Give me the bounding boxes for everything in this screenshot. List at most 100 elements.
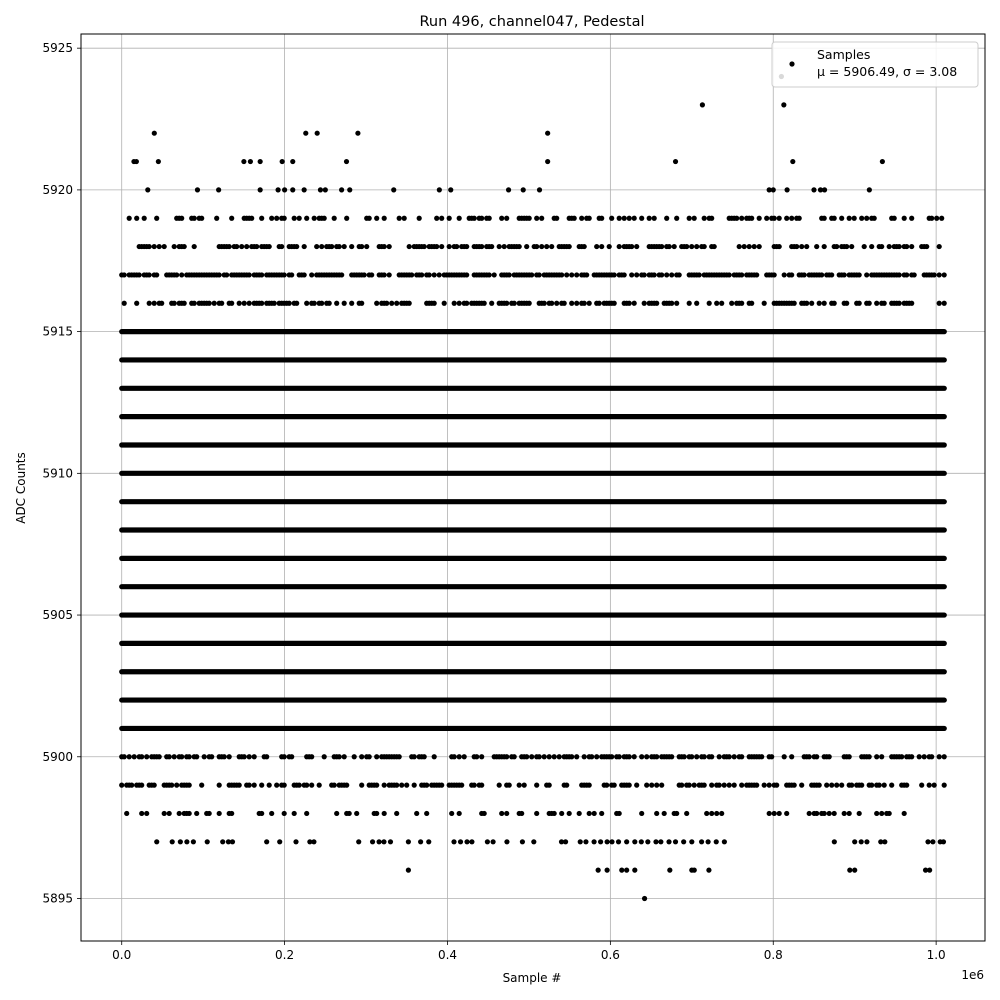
scatter-point xyxy=(416,215,422,221)
scatter-point xyxy=(289,754,295,760)
scatter-point xyxy=(376,839,382,845)
scatter-point xyxy=(904,782,910,788)
scatter-point xyxy=(334,810,340,817)
scatter-point xyxy=(821,215,827,221)
scatter-point xyxy=(686,782,692,788)
scatter-point xyxy=(309,754,315,760)
scatter-point xyxy=(864,272,870,278)
scatter-point xyxy=(349,243,355,250)
scatter-point xyxy=(927,867,933,873)
scatter-point xyxy=(336,243,342,250)
scatter-point xyxy=(616,243,622,250)
scatter-point xyxy=(664,272,670,278)
scatter-point xyxy=(766,782,772,788)
scatter-point xyxy=(426,272,432,278)
scatter-point xyxy=(776,215,782,221)
scatter-point xyxy=(209,754,215,760)
scatter-point xyxy=(394,810,400,817)
scatter-point xyxy=(771,810,777,817)
scatter-point xyxy=(791,782,797,788)
scatter-point xyxy=(784,810,790,817)
scatter-point xyxy=(658,839,664,845)
scatter-point xyxy=(291,215,297,221)
scatter-point xyxy=(781,754,787,760)
scatter-point xyxy=(504,810,510,817)
scatter-point xyxy=(814,810,820,817)
scatter-point xyxy=(309,272,315,278)
scatter-point xyxy=(229,810,235,817)
scatter-point xyxy=(594,243,600,250)
scatter-point xyxy=(216,810,222,817)
scatter-point xyxy=(133,158,139,165)
scatter-point xyxy=(705,839,711,845)
scatter-point xyxy=(251,754,257,760)
x-axis-offset-label: 1e6 xyxy=(961,968,984,982)
scatter-point xyxy=(639,215,645,221)
scatter-point xyxy=(474,754,480,760)
scatter-point xyxy=(314,243,320,250)
scatter-point xyxy=(731,754,737,760)
scatter-point xyxy=(539,243,545,250)
scatter-point xyxy=(274,215,280,221)
scatter-point xyxy=(689,839,695,845)
scatter-point xyxy=(549,243,555,250)
scatter-point xyxy=(224,272,230,278)
scatter-point xyxy=(524,243,530,250)
x-tick-label: 1.0 xyxy=(927,948,946,962)
scatter-point xyxy=(574,754,580,760)
scatter-point xyxy=(866,300,872,306)
scatter-point xyxy=(401,215,407,221)
scatter-point xyxy=(586,782,592,788)
scatter-point xyxy=(211,300,217,306)
scatter-point xyxy=(609,215,615,221)
scatter-point xyxy=(381,243,387,250)
x-axis-label: Sample # xyxy=(503,971,562,985)
scatter-point xyxy=(286,300,292,306)
scatter-point xyxy=(536,187,543,193)
scatter-point xyxy=(661,810,667,817)
scatter-point xyxy=(459,782,465,788)
scatter-point xyxy=(922,867,929,873)
scatter-point xyxy=(849,243,855,250)
scatter-point xyxy=(436,187,442,193)
scatter-point xyxy=(326,300,332,306)
scatter-point xyxy=(496,243,502,250)
scatter-point xyxy=(226,754,232,760)
scatter-point xyxy=(304,215,310,221)
scatter-point xyxy=(924,243,930,250)
scatter-point xyxy=(520,187,526,193)
scatter-point xyxy=(169,839,175,845)
scatter-point xyxy=(344,782,350,788)
scatter-point xyxy=(171,243,177,250)
scatter-point xyxy=(584,272,590,278)
scatter-point xyxy=(504,754,510,760)
scatter-point xyxy=(774,782,780,788)
scatter-point xyxy=(852,867,858,873)
scatter-point xyxy=(186,782,192,788)
scatter-point xyxy=(791,300,797,306)
scatter-point xyxy=(801,272,807,278)
scatter-point xyxy=(469,839,475,845)
scatter-point xyxy=(891,215,897,221)
scatter-point xyxy=(251,782,257,788)
scatter-point xyxy=(259,272,265,278)
scatter-point xyxy=(169,782,175,788)
scatter-point xyxy=(545,158,551,165)
scatter-point xyxy=(491,272,497,278)
scatter-point xyxy=(225,839,232,845)
scatter-point xyxy=(819,272,825,278)
scatter-point xyxy=(277,839,283,845)
scatter-point xyxy=(686,215,692,221)
scatter-point xyxy=(626,215,632,221)
scatter-point xyxy=(654,810,660,817)
scatter-point xyxy=(131,754,137,760)
x-tick-label: 0.0 xyxy=(112,948,131,962)
y-tick-label: 5905 xyxy=(42,608,73,622)
scatter-point xyxy=(314,130,320,136)
scatter-point xyxy=(414,810,420,817)
scatter-point xyxy=(506,782,512,788)
scatter-point xyxy=(611,272,617,278)
scatter-point xyxy=(639,754,645,760)
scatter-point xyxy=(421,243,427,250)
